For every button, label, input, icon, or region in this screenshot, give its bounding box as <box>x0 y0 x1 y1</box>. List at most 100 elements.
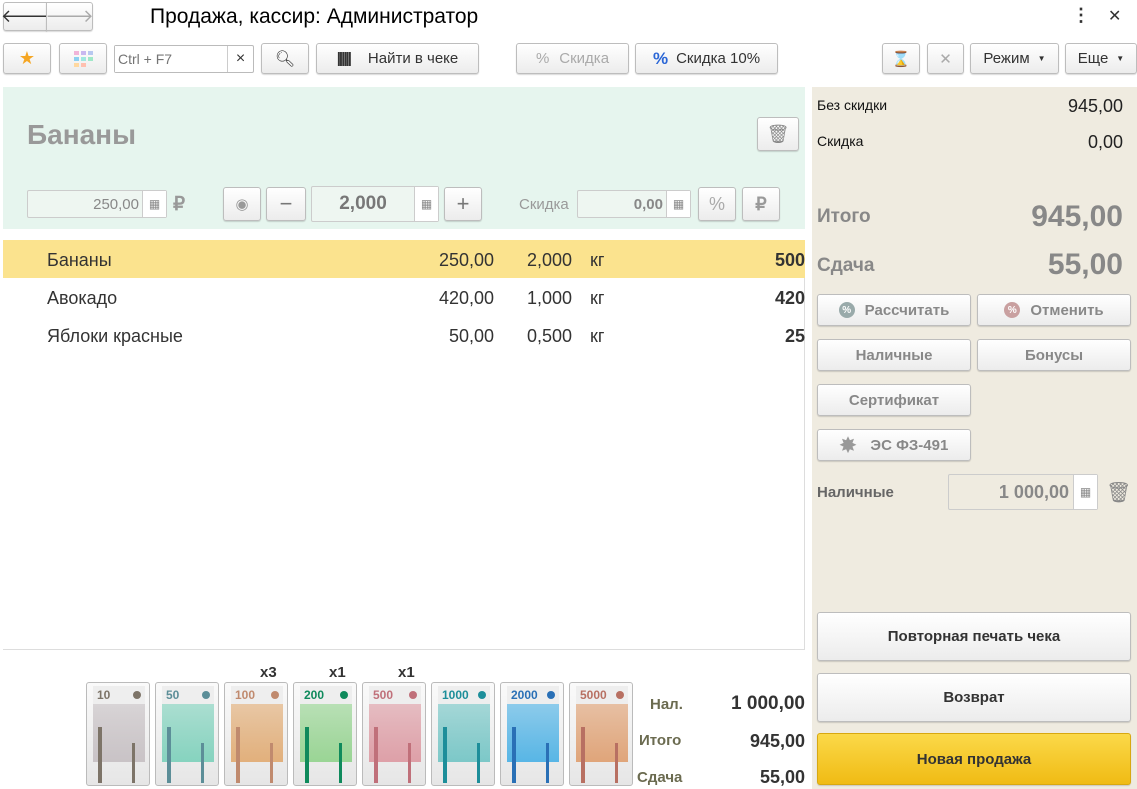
banknote-value: 100 <box>235 688 256 702</box>
item-discount-field[interactable]: 0,00 ▦ <box>577 190 691 218</box>
eye-icon: ◉ <box>235 196 249 213</box>
cash-button[interactable]: Наличные <box>817 339 971 371</box>
coin-icon <box>409 691 417 699</box>
delete-item-button[interactable]: 🗑︎ <box>757 117 799 151</box>
calculator-icon[interactable]: ▦ <box>666 191 690 217</box>
cash-payment-field[interactable]: 1 000,00 ▦ <box>948 474 1098 510</box>
barcode-icon: |||||| <box>336 50 352 67</box>
bonuses-button[interactable]: Бонусы <box>977 339 1131 371</box>
banknote-100-button[interactable]: 100 <box>224 682 288 786</box>
line-sum: 420 <box>774 288 805 308</box>
banknote-200-button[interactable]: 200 <box>293 682 357 786</box>
discount-button[interactable]: % Скидка <box>516 43 629 74</box>
quantity-field[interactable]: 2,000 ▦ <box>311 186 439 222</box>
banknote-value: 50 <box>166 688 180 702</box>
grid-icon <box>73 50 93 67</box>
more-menu-button[interactable]: Еще ▼ <box>1065 43 1137 74</box>
coin-icon <box>616 691 624 699</box>
discount-10-button[interactable]: % Скидка 10% <box>635 43 778 74</box>
forward-button[interactable]: 🡒 <box>45 2 94 31</box>
currency-label: ₽ <box>173 194 186 215</box>
banknote-count: x1 <box>398 664 415 681</box>
coin-icon <box>478 691 486 699</box>
cancel-x-button[interactable]: ✕ <box>927 43 964 74</box>
banknote-1000-button[interactable]: 1000 <box>431 682 495 786</box>
grid-button[interactable] <box>59 43 107 74</box>
hourglass-button[interactable]: ⌛ <box>882 43 920 74</box>
percent-icon: % <box>708 193 725 214</box>
new-sale-button[interactable]: Новая продажа <box>817 733 1131 785</box>
banknote-value: 2000 <box>511 688 538 702</box>
hourglass-icon: ⌛ <box>891 50 911 68</box>
line-name: Авокадо <box>47 288 118 308</box>
coin-icon <box>340 691 348 699</box>
view-button[interactable]: ◉ <box>223 187 261 221</box>
close-icon[interactable]: ✕ <box>1108 8 1122 25</box>
change-value: 55,00 <box>1047 248 1123 281</box>
percent-icon: % <box>652 48 669 68</box>
check-line-row[interactable]: Авокадо 420,00 1,000 кг 420 <box>3 278 805 316</box>
line-unit: кг <box>590 288 605 308</box>
percent-discount-button[interactable]: % <box>698 187 736 221</box>
favorite-button[interactable]: ★ <box>3 43 51 74</box>
check-line-row[interactable]: Бананы 250,00 2,000 кг 500 <box>3 240 805 278</box>
find-in-check-button[interactable]: |||||| Найти в чеке <box>316 43 479 74</box>
clear-search-button[interactable]: × <box>227 46 253 72</box>
x-icon: ✕ <box>939 50 952 68</box>
total-value: 945,00 <box>1031 200 1123 233</box>
search-input[interactable] <box>115 46 227 72</box>
banknote-value: 500 <box>373 688 394 702</box>
more-menu-icon[interactable]: ⋮ <box>1072 5 1090 25</box>
trash-icon: 🗑︎ <box>766 123 790 144</box>
magnifier-icon: 🔍︎ <box>274 50 296 68</box>
line-unit: кг <box>590 326 605 346</box>
ruble-discount-button[interactable]: ₽ <box>742 187 780 221</box>
certificate-button[interactable]: Сертификат <box>817 384 971 416</box>
line-price: 420,00 <box>438 288 494 308</box>
return-button[interactable]: Возврат <box>817 673 1131 722</box>
mode-menu-button[interactable]: Режим ▼ <box>970 43 1059 74</box>
increase-quantity-button[interactable]: + <box>444 187 482 221</box>
percent-badge-icon: % <box>838 302 855 318</box>
plus-icon: + <box>456 191 470 216</box>
calculate-button[interactable]: % Рассчитать <box>817 294 971 326</box>
calculator-icon[interactable]: ▦ <box>1073 475 1097 509</box>
coin-icon <box>271 691 279 699</box>
back-button[interactable]: 🡐 <box>1 2 49 31</box>
banknote-value: 200 <box>304 688 325 702</box>
cash-payment-label: Наличные <box>817 484 894 501</box>
calculator-icon[interactable]: ▦ <box>414 187 438 221</box>
line-unit: кг <box>590 250 605 270</box>
line-qty: 2,000 <box>526 250 572 270</box>
bottom-cash-label: Нал. <box>650 696 683 713</box>
star-icon: ★ <box>18 48 36 68</box>
reprint-check-button[interactable]: Повторная печать чека <box>817 612 1131 661</box>
check-lines-list <box>3 240 805 650</box>
minus-icon: − <box>279 191 293 216</box>
es-fz491-button[interactable]: ✸ ЭС ФЗ-491 <box>817 429 971 461</box>
bottom-change-value: 55,00 <box>759 767 805 787</box>
line-qty: 1,000 <box>526 288 572 308</box>
cancel-payment-button[interactable]: % Отменить <box>977 294 1131 326</box>
decrease-quantity-button[interactable]: − <box>266 187 306 221</box>
check-line-row[interactable]: Яблоки красные 50,00 0,500 кг 25 <box>3 316 805 354</box>
banknote-500-button[interactable]: 500 <box>362 682 426 786</box>
banknote-2000-button[interactable]: 2000 <box>500 682 564 786</box>
bottom-total-label: Итого <box>639 732 682 749</box>
calculator-icon[interactable]: ▦ <box>142 191 166 217</box>
banknote-5000-button[interactable]: 5000 <box>569 682 633 786</box>
discount-value: 0,00 <box>1087 132 1123 152</box>
banknote-count: x1 <box>329 664 346 681</box>
dropdown-arrow-icon: ▼ <box>1037 54 1046 63</box>
banknote-50-button[interactable]: 50 <box>155 682 219 786</box>
price-field[interactable]: 250,00 ▦ <box>27 190 167 218</box>
delete-payment-icon[interactable]: 🗑︎ <box>1106 482 1132 504</box>
bottom-cash-value: 1 000,00 <box>731 693 805 714</box>
percent-badge-icon: % <box>1004 302 1021 318</box>
search-button[interactable]: 🔍︎ <box>261 43 309 74</box>
banknote-value: 5000 <box>580 688 607 702</box>
bottom-change-label: Сдача <box>637 769 683 786</box>
coin-icon <box>202 691 210 699</box>
banknote-count: x3 <box>260 664 277 681</box>
banknote-10-button[interactable]: 10 <box>86 682 150 786</box>
